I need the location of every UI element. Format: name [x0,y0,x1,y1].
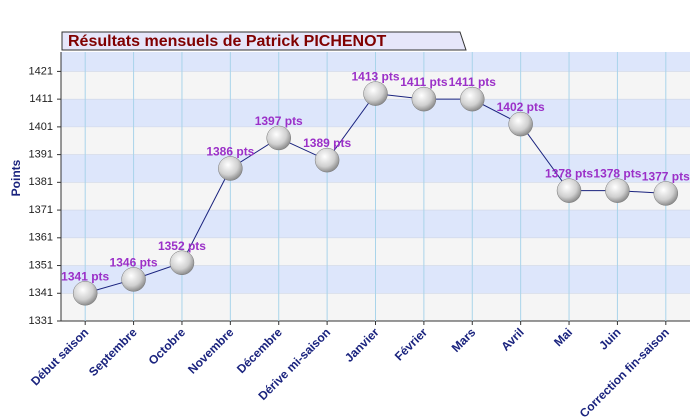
marker [411,86,437,112]
y-tick-label: 1331 [29,315,53,327]
marker [266,125,291,151]
y-axis-label: Points [9,159,23,196]
x-tick-label: Juin [596,325,623,352]
marker [72,281,98,306]
value-label: 1346 pts [110,255,158,269]
x-tick-label: Début saison [28,325,91,388]
value-label: 1389 pts [303,136,351,150]
value-label: 1397 pts [255,114,303,128]
marker [556,178,582,203]
x-tick-label: Février [392,325,430,363]
marker [218,156,243,181]
x-tick-label: Mars [449,325,479,355]
x-tick-label: Septembre [86,325,140,379]
x-tick-label: Correction fin-saison [577,325,672,420]
value-label: 1377 pts [642,169,690,183]
x-tick-label: Janvier [342,325,382,365]
y-tick-label: 1371 [29,204,53,216]
value-label: 1386 pts [206,144,254,158]
marker [121,267,146,292]
value-label: 1413 pts [351,70,399,84]
value-label: 1378 pts [593,167,641,181]
value-label: 1352 pts [158,239,206,253]
marker [460,86,485,112]
x-tick-label: Octobre [146,325,189,368]
marker [508,111,533,137]
y-tick-label: 1381 [29,176,53,188]
x-tick-label: Novembre [185,325,237,377]
y-tick-label: 1361 [29,232,53,244]
y-tick-label: 1391 [29,149,53,161]
marker [653,181,679,206]
x-tick-label: Mai [551,325,575,349]
marker [314,147,340,173]
x-tick-label: Décembre [234,325,285,376]
y-tick-label: 1351 [29,259,53,271]
marker [605,178,630,203]
y-tick-label: 1421 [29,65,53,77]
value-label: 1378 pts [545,167,593,181]
marker [363,81,388,106]
y-tick-label: 1401 [29,121,53,133]
y-tick-label: 1411 [29,93,53,105]
value-label: 1411 pts [449,75,497,89]
value-label: 1411 pts [400,75,448,89]
marker [169,250,195,276]
x-tick-label: Avril [498,325,526,353]
chart-title: Résultats mensuels de Patrick PICHENOT [68,33,387,50]
value-label: 1402 pts [497,100,545,114]
value-label: 1341 pts [61,269,109,283]
y-tick-label: 1341 [29,287,53,299]
title-box [61,31,467,51]
